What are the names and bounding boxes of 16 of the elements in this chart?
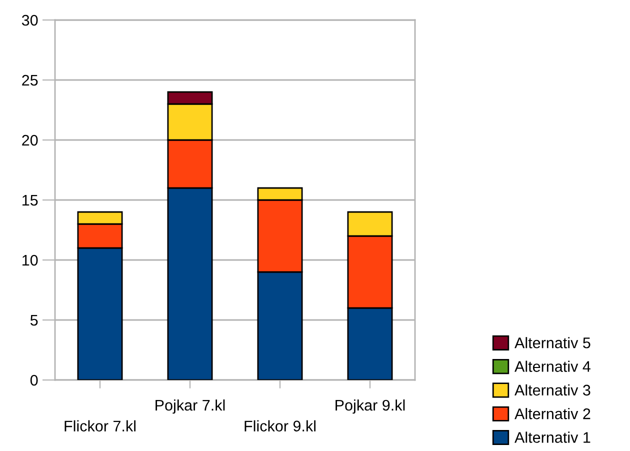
legend-label: Alternativ 1	[514, 432, 590, 443]
y-tick-label: 25	[22, 74, 38, 86]
legend-label: Alternativ 2	[514, 408, 590, 420]
y-tick-label: 20	[22, 134, 38, 146]
y-tick-label: 30	[22, 14, 38, 26]
legend-label: Alternativ 5	[514, 337, 590, 348]
y-tick-label: 10	[22, 254, 38, 266]
x-tick-label: Flickor 7.kl	[64, 420, 136, 432]
y-tick-label: 5	[30, 315, 38, 326]
y-tick-label: 15	[22, 195, 38, 206]
legend-label: Alternativ 3	[514, 384, 590, 396]
x-tick-label: Pojkar 7.kl	[156, 399, 225, 414]
x-tick-label: Pojkar 9.kl	[336, 399, 405, 414]
legend-label: Alternativ 4	[514, 360, 590, 372]
y-tick-label: 0	[30, 374, 38, 386]
x-tick-label: Flickor 9.kl	[244, 420, 316, 432]
